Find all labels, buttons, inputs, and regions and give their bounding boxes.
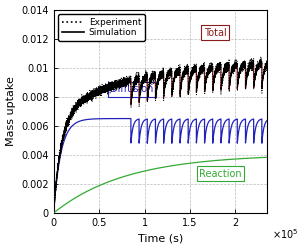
Text: Total: Total	[204, 28, 226, 38]
Y-axis label: Mass uptake: Mass uptake	[5, 76, 16, 146]
Text: Diffusion: Diffusion	[110, 84, 153, 94]
Text: Reaction: Reaction	[199, 169, 242, 179]
Text: $\times10^5$: $\times10^5$	[271, 227, 298, 241]
X-axis label: Time (s): Time (s)	[138, 234, 183, 244]
Legend: Experiment, Simulation: Experiment, Simulation	[58, 14, 145, 41]
